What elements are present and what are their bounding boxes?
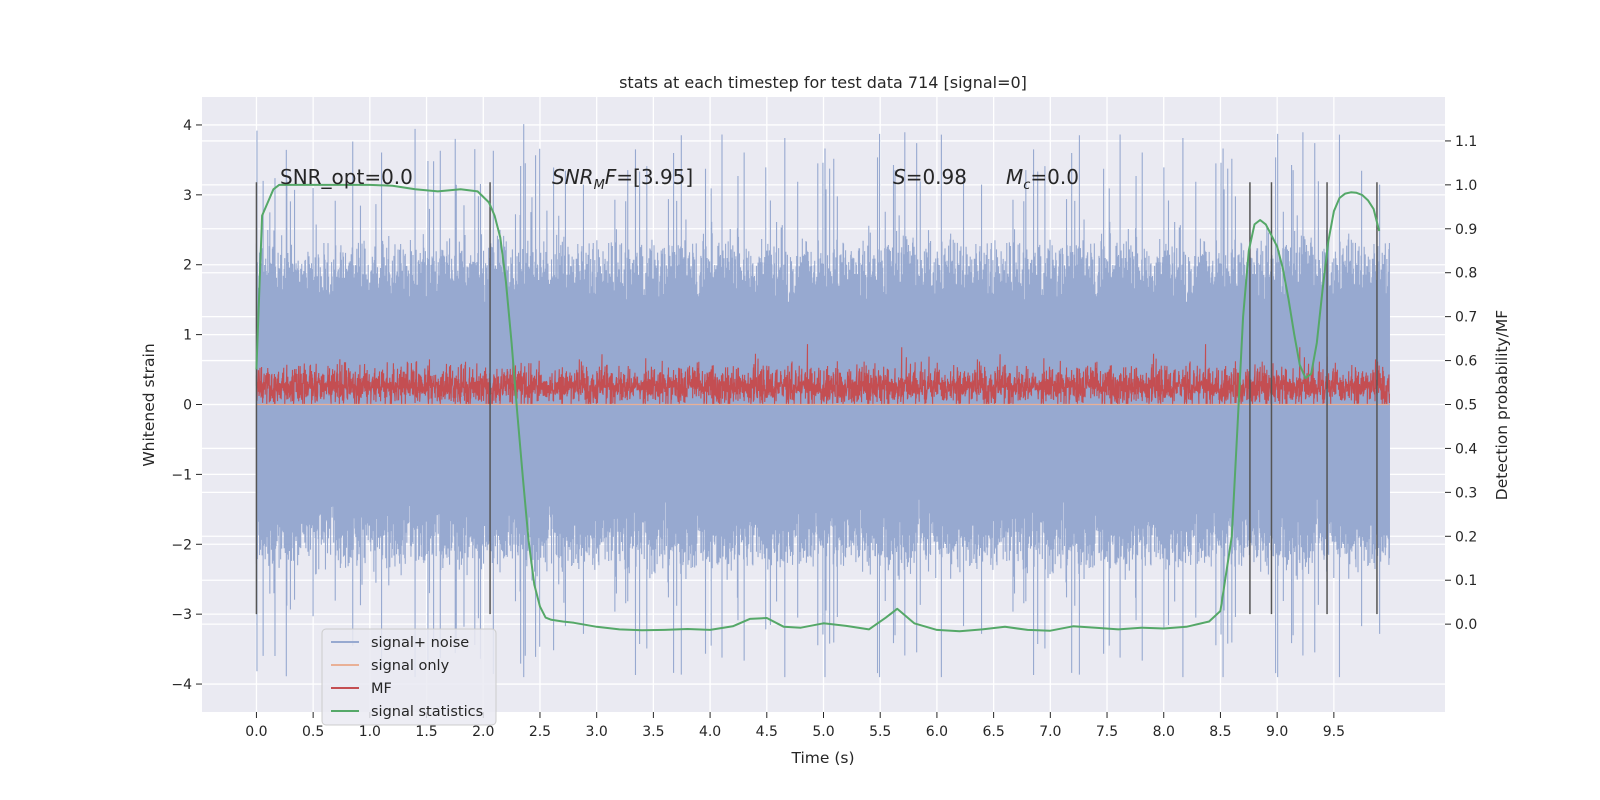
annotation-snr-mf: SNRMF=[3.95] <box>552 165 693 193</box>
x-tick-label: 6.5 <box>982 724 1004 740</box>
y-right-tick-label: 1.1 <box>1455 134 1477 150</box>
y-tick-label: 3 <box>183 188 192 204</box>
x-tick-label: 5.0 <box>812 724 834 740</box>
y-right-tick-label: 0.0 <box>1455 617 1477 633</box>
y-tick-label: 1 <box>183 328 192 344</box>
x-tick-label: 9.5 <box>1323 724 1345 740</box>
legend: signal+ noise signal only MF signal stat… <box>321 628 497 726</box>
x-tick-label: 8.0 <box>1153 724 1175 740</box>
x-tick-label: 2.5 <box>529 724 551 740</box>
y-tick-label: −4 <box>171 677 192 693</box>
y-tick-label: −2 <box>171 537 192 553</box>
y-right-tick-label: 0.8 <box>1455 266 1477 282</box>
y-tick-label: 0 <box>183 398 192 414</box>
annotation-mc: Mc=0.0 <box>1006 165 1079 193</box>
mf-series <box>255 344 1390 406</box>
x-tick-label: 0.0 <box>245 724 267 740</box>
x-tick-label: 3.5 <box>642 724 664 740</box>
x-tick-label: 2.0 <box>472 724 494 740</box>
left-y-axis: 4 3 2 1 0 −1 −2 −3 −4 <box>171 118 202 693</box>
x-tick-label: 4.5 <box>756 724 778 740</box>
annotation-snr-opt: SNR_opt=0.0 <box>280 165 413 189</box>
right-y-axis: 1.1 1.0 0.9 0.8 0.7 0.6 0.5 0.4 0.3 0.2 0.1 0.0 <box>1445 134 1477 633</box>
x-tick-label: 6.0 <box>926 724 948 740</box>
y-axis-label: Whitened strain <box>140 343 158 466</box>
y-right-tick-label: 0.7 <box>1455 310 1477 326</box>
y-tick-label: 4 <box>183 118 192 134</box>
legend-label-signal-noise: signal+ noise <box>371 635 469 651</box>
x-axis-label: Time (s) <box>790 749 854 767</box>
annotations: SNR_opt=0.0 SNRMF=[3.95] S=0.98 Mc=0.0 <box>280 165 1079 193</box>
x-tick-label: 3.0 <box>586 724 608 740</box>
signal-statistics-series <box>255 183 1381 633</box>
chart-title: stats at each timestep for test data 714… <box>619 73 1027 92</box>
y-right-tick-label: 0.5 <box>1455 398 1477 414</box>
y-tick-label: −1 <box>171 467 192 483</box>
y-right-tick-label: 0.9 <box>1455 222 1477 238</box>
x-tick-label: 1.5 <box>415 724 437 740</box>
legend-label-signal-only: signal only <box>371 658 450 674</box>
annotation-s: S=0.98 <box>893 165 967 189</box>
legend-label-mf: MF <box>371 681 392 697</box>
right-y-axis-label: Detection probability/MF <box>1493 310 1511 501</box>
x-tick-label: 1.0 <box>359 724 381 740</box>
x-tick-label: 0.5 <box>302 724 324 740</box>
x-axis: 0.0 0.5 1.0 1.5 2.0 2.5 3.0 3.5 4.0 4.5 5.0 5.5 6.0 6… <box>245 712 1345 740</box>
y-right-tick-label: 1.0 <box>1455 178 1477 194</box>
y-right-tick-label: 0.1 <box>1455 573 1477 589</box>
legend-label-signal-statistics: signal statistics <box>371 704 483 720</box>
y-tick-label: −3 <box>171 607 192 623</box>
y-right-tick-label: 0.3 <box>1455 485 1477 501</box>
vertical-marker-lines <box>255 182 1378 615</box>
y-right-tick-label: 0.4 <box>1455 441 1477 457</box>
y-tick-label: 2 <box>183 258 192 274</box>
x-tick-label: 8.5 <box>1209 724 1231 740</box>
mf-line <box>255 344 1390 406</box>
x-tick-label: 9.0 <box>1266 724 1288 740</box>
x-tick-label: 7.5 <box>1096 724 1118 740</box>
signal-statistics-line <box>255 183 1381 633</box>
y-right-tick-label: 0.6 <box>1455 354 1477 370</box>
y-right-tick-label: 0.2 <box>1455 529 1477 545</box>
x-tick-label: 5.5 <box>869 724 891 740</box>
legend-box <box>321 628 497 726</box>
x-tick-label: 4.0 <box>699 724 721 740</box>
x-tick-label: 7.0 <box>1039 724 1061 740</box>
